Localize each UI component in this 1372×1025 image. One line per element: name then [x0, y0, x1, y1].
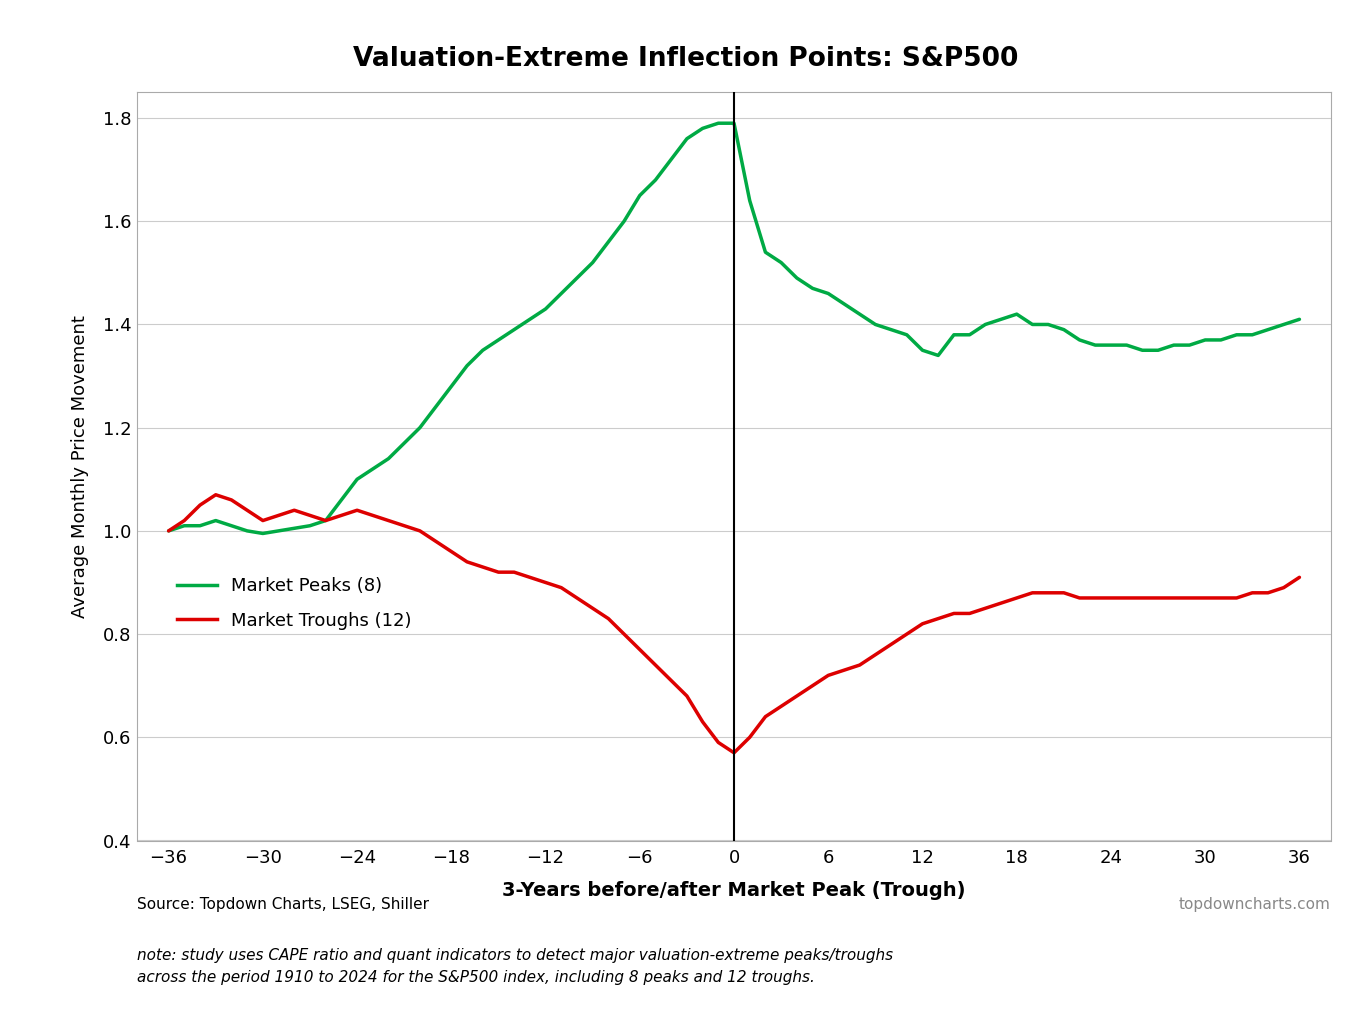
- Y-axis label: Average Monthly Price Movement: Average Monthly Price Movement: [71, 315, 89, 618]
- Text: topdowncharts.com: topdowncharts.com: [1179, 897, 1331, 912]
- Market Peaks (8): [428, 401, 445, 413]
- Legend: Market Peaks (8), Market Troughs (12): Market Peaks (8), Market Troughs (12): [170, 570, 420, 637]
- X-axis label: 3-Years before/after Market Peak (Trough): 3-Years before/after Market Peak (Trough…: [502, 880, 966, 900]
- Text: Source: Topdown Charts, LSEG, Shiller: Source: Topdown Charts, LSEG, Shiller: [137, 897, 429, 912]
- Market Troughs (12): [207, 489, 224, 501]
- Market Troughs (12): [1291, 571, 1308, 583]
- Market Peaks (8): [161, 525, 177, 537]
- Market Troughs (12): [428, 535, 445, 547]
- Line: Market Troughs (12): Market Troughs (12): [169, 495, 1299, 752]
- Market Troughs (12): [1213, 591, 1229, 604]
- Market Troughs (12): [757, 710, 774, 723]
- Market Troughs (12): [726, 746, 742, 758]
- Market Peaks (8): [1291, 314, 1308, 326]
- Market Peaks (8): [255, 527, 272, 539]
- Market Peaks (8): [1135, 344, 1151, 357]
- Market Troughs (12): [553, 581, 569, 593]
- Market Peaks (8): [711, 117, 727, 129]
- Market Peaks (8): [1213, 334, 1229, 346]
- Market Peaks (8): [1166, 339, 1183, 352]
- Text: Valuation-Extreme Inflection Points: S&P500: Valuation-Extreme Inflection Points: S&P…: [354, 46, 1018, 72]
- Market Troughs (12): [1135, 591, 1151, 604]
- Market Peaks (8): [757, 246, 774, 258]
- Line: Market Peaks (8): Market Peaks (8): [169, 123, 1299, 533]
- Text: note: study uses CAPE ratio and quant indicators to detect major valuation-extre: note: study uses CAPE ratio and quant in…: [137, 948, 893, 985]
- Market Peaks (8): [553, 287, 569, 299]
- Market Troughs (12): [161, 525, 177, 537]
- Market Troughs (12): [1166, 591, 1183, 604]
